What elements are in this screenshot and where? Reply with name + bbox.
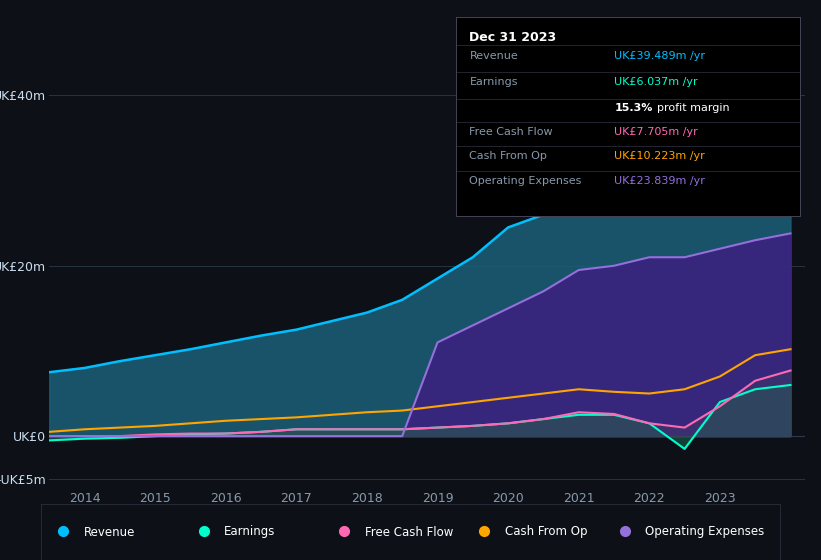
Text: Dec 31 2023: Dec 31 2023	[470, 31, 557, 44]
Text: UK£23.839m /yr: UK£23.839m /yr	[614, 176, 705, 186]
Text: Free Cash Flow: Free Cash Flow	[470, 127, 553, 137]
Text: Earnings: Earnings	[224, 525, 276, 539]
Text: UK£7.705m /yr: UK£7.705m /yr	[614, 127, 698, 137]
Text: Free Cash Flow: Free Cash Flow	[365, 525, 453, 539]
Text: Cash From Op: Cash From Op	[505, 525, 588, 539]
Text: Operating Expenses: Operating Expenses	[470, 176, 582, 186]
Text: Revenue: Revenue	[470, 50, 518, 60]
Text: Cash From Op: Cash From Op	[470, 151, 548, 161]
Text: profit margin: profit margin	[658, 103, 730, 113]
Text: Operating Expenses: Operating Expenses	[645, 525, 764, 539]
Text: 15.3%: 15.3%	[614, 103, 653, 113]
Text: Revenue: Revenue	[84, 525, 135, 539]
Text: UK£6.037m /yr: UK£6.037m /yr	[614, 77, 698, 87]
Text: UK£10.223m /yr: UK£10.223m /yr	[614, 151, 705, 161]
Text: UK£39.489m /yr: UK£39.489m /yr	[614, 50, 705, 60]
Text: Earnings: Earnings	[470, 77, 518, 87]
